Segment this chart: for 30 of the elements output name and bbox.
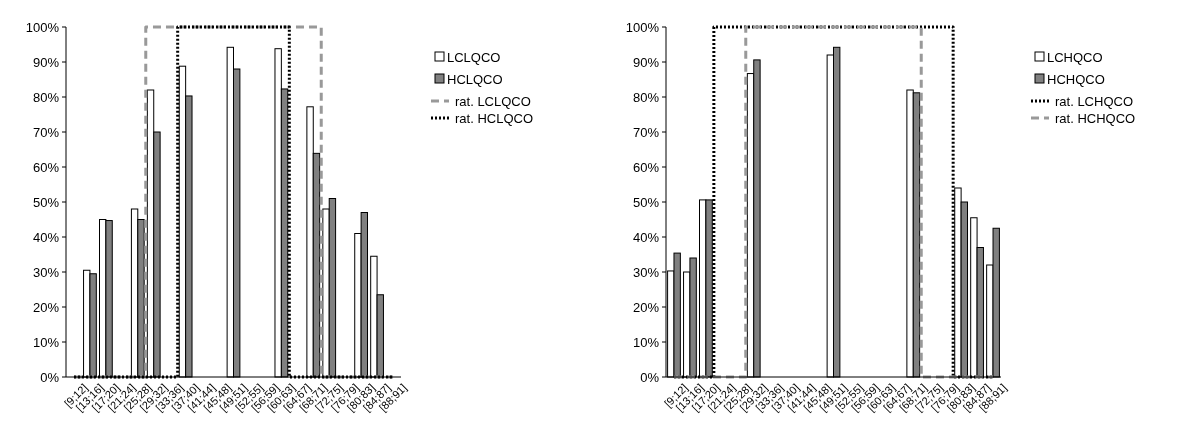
legend-label: rat. HCLQCO: [455, 110, 534, 126]
y-tick-label: 10%: [32, 334, 60, 350]
y-tick-label: 70%: [632, 124, 660, 140]
y-tick-label: 90%: [32, 54, 60, 70]
legend-label: rat. LCLQCO: [455, 93, 531, 109]
y-tick-label: 40%: [32, 229, 60, 245]
y-tick-label: 60%: [632, 159, 660, 175]
legend-label: HCLQCO: [447, 71, 503, 87]
y-tick-label: 90%: [632, 54, 660, 70]
y-tick-label: 0%: [40, 369, 60, 385]
y-tick-label: 0%: [640, 369, 660, 385]
legend-label: rat. LCHQCO: [1055, 93, 1134, 109]
y-tick-label: 50%: [32, 194, 60, 210]
y-tick-label: 100%: [625, 19, 660, 35]
y-tick-label: 30%: [632, 264, 660, 280]
y-tick-label: 80%: [32, 89, 60, 105]
legend-label: rat. HCHQCO: [1055, 110, 1136, 126]
legend-label: LCHQCO: [1047, 49, 1103, 65]
y-tick-label: 20%: [32, 299, 60, 315]
y-tick-label: 100%: [25, 19, 60, 35]
y-tick-label: 60%: [32, 159, 60, 175]
y-tick-label: 20%: [632, 299, 660, 315]
y-tick-label: 70%: [32, 124, 60, 140]
y-tick-label: 40%: [632, 229, 660, 245]
legend-label: LCLQCO: [447, 49, 501, 65]
y-tick-label: 30%: [32, 264, 60, 280]
y-tick-label: 50%: [632, 194, 660, 210]
y-tick-label: 80%: [632, 89, 660, 105]
y-tick-label: 10%: [632, 334, 660, 350]
legend-label: HCHQCO: [1047, 71, 1105, 87]
